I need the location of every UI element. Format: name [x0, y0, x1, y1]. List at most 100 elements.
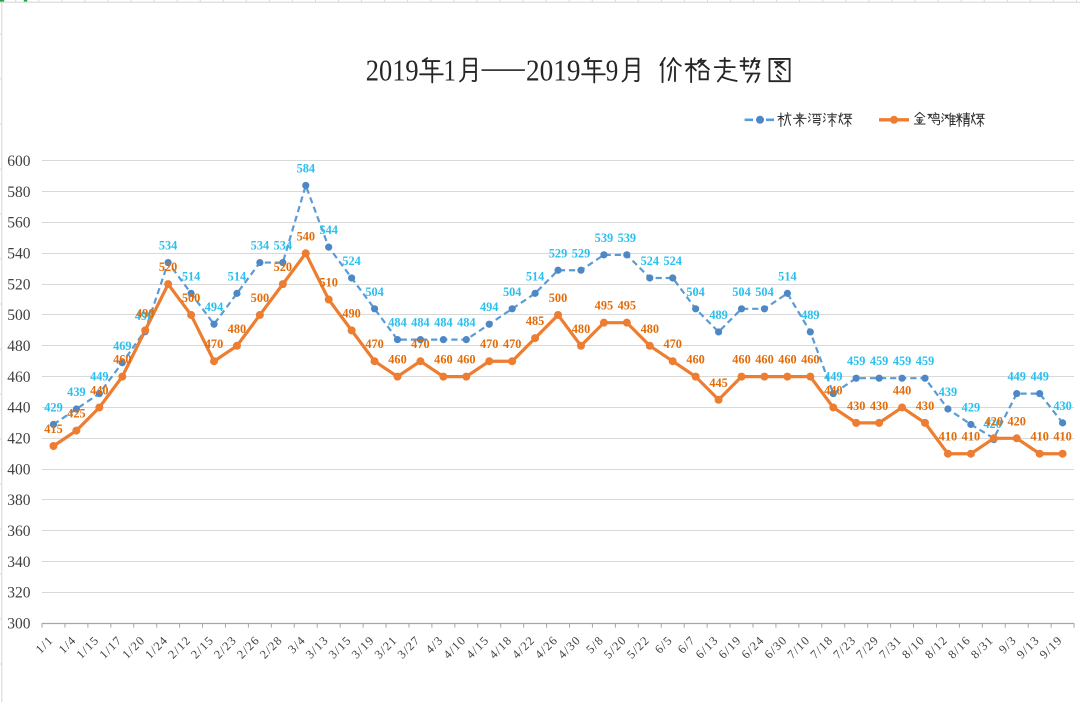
svg-text:460: 460 — [801, 353, 819, 367]
svg-text:445: 445 — [709, 376, 727, 390]
svg-text:460: 460 — [732, 353, 750, 367]
svg-text:495: 495 — [618, 299, 636, 313]
svg-text:514: 514 — [182, 269, 200, 283]
svg-text:425: 425 — [67, 407, 85, 421]
svg-text:459: 459 — [893, 354, 911, 368]
svg-text:470: 470 — [503, 337, 521, 351]
svg-text:420: 420 — [7, 431, 31, 448]
svg-text:439: 439 — [67, 385, 85, 399]
svg-text:410: 410 — [1030, 430, 1048, 444]
svg-text:520: 520 — [274, 260, 292, 274]
svg-text:460: 460 — [457, 353, 475, 367]
svg-text:534: 534 — [274, 239, 292, 253]
svg-text:459: 459 — [916, 354, 934, 368]
svg-text:494: 494 — [205, 300, 223, 314]
svg-text:600: 600 — [7, 153, 31, 170]
svg-text:584: 584 — [297, 162, 315, 176]
svg-text:460: 460 — [388, 353, 406, 367]
svg-text:514: 514 — [228, 269, 246, 283]
svg-text:410: 410 — [962, 430, 980, 444]
svg-text:490: 490 — [342, 306, 360, 320]
svg-text:539: 539 — [618, 231, 636, 245]
svg-text:489: 489 — [709, 308, 727, 322]
svg-text:470: 470 — [663, 337, 681, 351]
svg-text:430: 430 — [1053, 399, 1071, 413]
svg-text:460: 460 — [434, 353, 452, 367]
svg-text:360: 360 — [7, 523, 31, 540]
svg-text:449: 449 — [824, 370, 842, 384]
svg-text:480: 480 — [228, 322, 246, 336]
svg-text:470: 470 — [205, 337, 223, 351]
svg-text:524: 524 — [342, 254, 360, 268]
svg-text:504: 504 — [365, 285, 383, 299]
svg-text:460: 460 — [7, 369, 31, 386]
svg-text:504: 504 — [503, 285, 521, 299]
svg-text:420: 420 — [985, 414, 1003, 428]
svg-text:524: 524 — [663, 254, 681, 268]
svg-text:500: 500 — [182, 291, 200, 305]
svg-text:459: 459 — [847, 354, 865, 368]
svg-text:460: 460 — [686, 353, 704, 367]
svg-text:420: 420 — [983, 417, 1001, 431]
svg-text:430: 430 — [916, 399, 934, 413]
svg-text:9: 9 — [606, 54, 619, 88]
svg-text:430: 430 — [847, 399, 865, 413]
svg-text:510: 510 — [319, 276, 337, 290]
svg-text:580: 580 — [7, 184, 31, 201]
svg-text:470: 470 — [411, 337, 429, 351]
svg-text:429: 429 — [962, 400, 980, 414]
svg-text:460: 460 — [113, 353, 131, 367]
svg-text:494: 494 — [480, 300, 498, 314]
svg-text:449: 449 — [1007, 370, 1025, 384]
svg-text:440: 440 — [824, 384, 842, 398]
svg-text:524: 524 — [641, 254, 659, 268]
svg-text:514: 514 — [526, 269, 544, 283]
svg-text:504: 504 — [732, 285, 750, 299]
svg-text:504: 504 — [686, 285, 704, 299]
svg-text:484: 484 — [434, 316, 452, 330]
svg-text:560: 560 — [7, 215, 31, 232]
svg-text:529: 529 — [572, 246, 590, 260]
svg-text:340: 340 — [7, 554, 31, 571]
svg-text:430: 430 — [870, 399, 888, 413]
svg-text:460: 460 — [778, 353, 796, 367]
svg-text:539: 539 — [595, 231, 613, 245]
svg-text:504: 504 — [755, 285, 773, 299]
svg-text:420: 420 — [1007, 414, 1025, 428]
svg-text:514: 514 — [778, 269, 796, 283]
svg-text:2019: 2019 — [366, 54, 419, 88]
svg-text:534: 534 — [159, 239, 177, 253]
svg-text:400: 400 — [7, 461, 31, 478]
svg-text:529: 529 — [549, 246, 567, 260]
svg-text:440: 440 — [90, 384, 108, 398]
svg-text:495: 495 — [595, 299, 613, 313]
svg-text:480: 480 — [7, 338, 31, 355]
svg-text:1: 1 — [444, 54, 457, 88]
svg-text:484: 484 — [457, 316, 475, 330]
svg-text:500: 500 — [7, 307, 31, 324]
svg-text:534: 534 — [251, 239, 269, 253]
svg-text:449: 449 — [1030, 370, 1048, 384]
svg-text:459: 459 — [870, 354, 888, 368]
svg-text:449: 449 — [90, 370, 108, 384]
svg-text:540: 540 — [297, 229, 315, 243]
svg-text:490: 490 — [136, 306, 154, 320]
svg-text:320: 320 — [7, 585, 31, 602]
svg-text:2019: 2019 — [526, 54, 581, 88]
svg-text:490: 490 — [135, 309, 153, 323]
svg-text:540: 540 — [7, 246, 31, 263]
svg-text:480: 480 — [572, 322, 590, 336]
svg-text:470: 470 — [365, 337, 383, 351]
svg-text:484: 484 — [388, 316, 406, 330]
svg-text:439: 439 — [939, 385, 957, 399]
svg-text:429: 429 — [44, 400, 62, 414]
svg-text:485: 485 — [526, 314, 544, 328]
svg-text:300: 300 — [7, 616, 31, 633]
svg-text:415: 415 — [44, 422, 62, 436]
svg-text:440: 440 — [893, 384, 911, 398]
svg-text:470: 470 — [480, 337, 498, 351]
svg-text:380: 380 — [7, 492, 31, 509]
svg-text:460: 460 — [755, 353, 773, 367]
svg-text:410: 410 — [1053, 430, 1071, 444]
svg-text:500: 500 — [549, 291, 567, 305]
